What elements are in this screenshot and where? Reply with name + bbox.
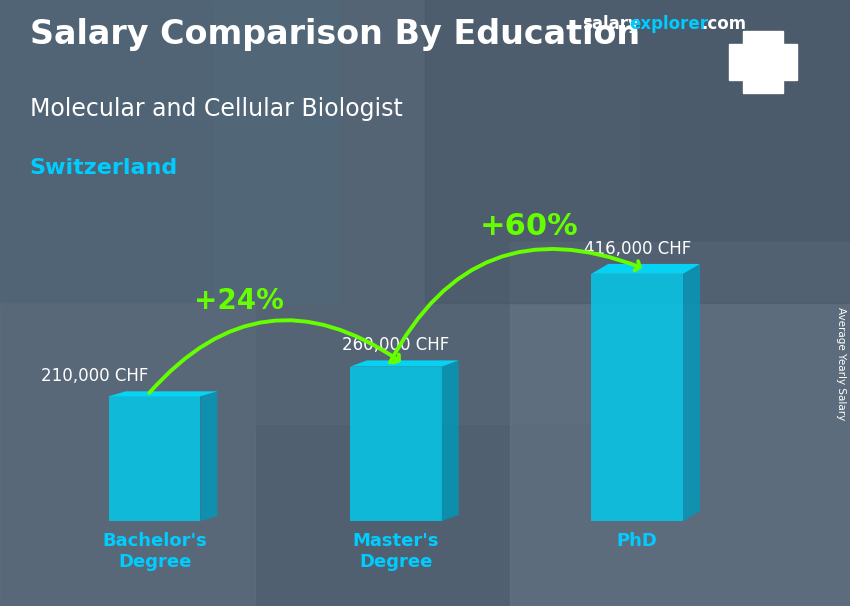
Text: 416,000 CHF: 416,000 CHF: [584, 239, 691, 258]
Text: +60%: +60%: [479, 211, 578, 241]
Polygon shape: [109, 391, 218, 396]
Polygon shape: [201, 391, 218, 521]
Polygon shape: [350, 361, 459, 367]
Text: salary: salary: [582, 15, 639, 33]
Text: .com: .com: [701, 15, 746, 33]
FancyBboxPatch shape: [729, 44, 796, 80]
FancyBboxPatch shape: [350, 367, 442, 521]
Text: Molecular and Cellular Biologist: Molecular and Cellular Biologist: [30, 97, 403, 121]
Text: 260,000 CHF: 260,000 CHF: [343, 336, 450, 354]
Text: explorer: explorer: [629, 15, 708, 33]
Polygon shape: [683, 264, 700, 521]
Text: Salary Comparison By Education: Salary Comparison By Education: [30, 18, 640, 51]
Text: 210,000 CHF: 210,000 CHF: [41, 367, 148, 385]
Text: Switzerland: Switzerland: [30, 158, 178, 178]
FancyBboxPatch shape: [109, 396, 201, 521]
Text: +24%: +24%: [194, 287, 284, 315]
Polygon shape: [592, 264, 700, 274]
Text: Average Yearly Salary: Average Yearly Salary: [836, 307, 846, 420]
FancyBboxPatch shape: [743, 31, 783, 93]
Polygon shape: [442, 361, 459, 521]
FancyBboxPatch shape: [592, 274, 683, 521]
